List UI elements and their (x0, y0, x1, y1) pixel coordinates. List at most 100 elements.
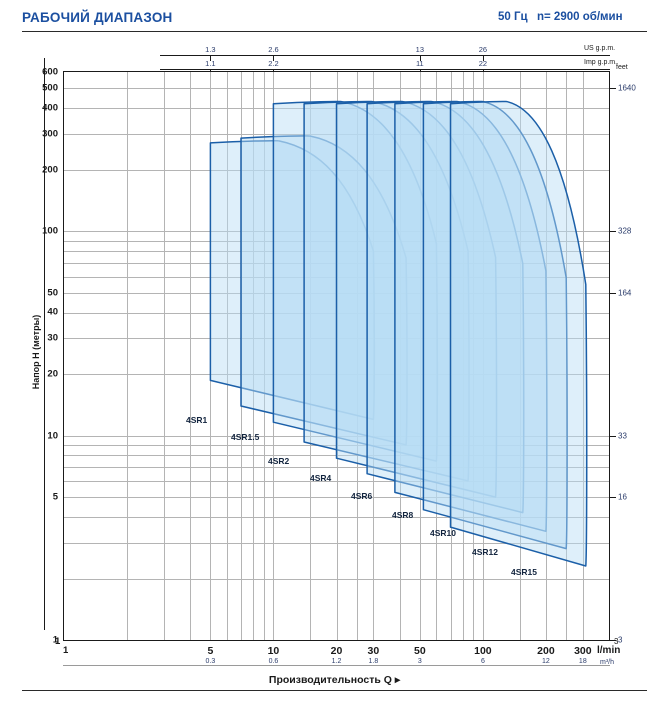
gridline-v (253, 72, 255, 640)
y-axis-tick-label: 200 (42, 164, 58, 176)
gridline-v (419, 72, 421, 640)
gridline-v (462, 72, 464, 640)
header-bar: РАБОЧИЙ ДИАПАЗОН 50 Гц n= 2900 об/мин (0, 0, 669, 34)
x-axis-tick-label: 20 (330, 645, 343, 657)
x-axis-min-label: 1 (63, 645, 69, 656)
right-axis-tick (610, 88, 616, 90)
y-axis-min-label: 1 (55, 636, 61, 647)
imp-gpm-unit-label: Imp g.p.m. (584, 59, 618, 66)
frequency-label: 50 Гц (498, 11, 528, 23)
gridline-v (127, 72, 129, 640)
gridline-v (190, 72, 192, 640)
right-axis-tick (610, 231, 616, 233)
top-axis-tick (419, 55, 421, 61)
x-axis-title-text: Производительность Q (268, 674, 392, 686)
y-axis-tick-label: 600 (42, 66, 58, 78)
curve-label-4sr6: 4SR6 (351, 491, 373, 501)
x-axis-sub-unit-label: m³/h (600, 659, 614, 666)
x-axis-title: Производительность Q ▸ (0, 674, 669, 686)
speed-label: n= 2900 об/мин (537, 11, 623, 23)
us-gpm-unit-label: US g.p.m. (584, 45, 616, 52)
performance-curves (209, 100, 588, 567)
right-axis-tick (610, 497, 616, 499)
top-axis-tick-label: 22 (478, 59, 488, 68)
us-gpm-axis-line (160, 55, 610, 56)
curve-label-4sr1-5: 4SR1.5 (231, 432, 260, 442)
y-axis-tick-label: 10 (47, 430, 58, 442)
top-axis-tick-label: 13 (415, 45, 425, 54)
curve-label-4sr12: 4SR12 (472, 547, 498, 557)
right-axis-tick-label: 1640 (618, 83, 636, 93)
curve-label-4sr2: 4SR2 (268, 456, 290, 466)
gridline-v (519, 72, 521, 640)
top-axis-tick-label: 26 (478, 45, 488, 54)
right-axis-tick (610, 435, 616, 437)
arrow-icon: ▸ (394, 674, 401, 686)
header-divider (22, 31, 647, 32)
y-axis-tick-label: 300 (42, 128, 58, 140)
y-axis-tick-label: 1 (52, 634, 58, 646)
y-axis-tick-label: 30 (47, 332, 58, 344)
y-axis-title-wrap: Напор H (метры) (28, 280, 44, 430)
right-axis-tick (610, 640, 616, 641)
right-axis-tick-label: 16 (618, 492, 627, 502)
top-axis-tick-label: 11 (415, 59, 424, 68)
x-axis-tick-label: 5 (207, 645, 214, 657)
x-axis-sub-rule (63, 665, 610, 666)
y-axis-title-rule (44, 58, 45, 630)
y-axis-tick-label: 400 (42, 102, 58, 114)
y-axis-tick-label: 40 (47, 306, 58, 318)
right-axis-tick-label: 164 (618, 288, 632, 298)
x-axis-tick-label: 50 (414, 645, 426, 657)
y-axis-tick-label: 50 (47, 287, 58, 299)
top-axis-tick (210, 55, 212, 61)
y-axis-tick-label: 500 (42, 82, 58, 94)
plot-clip (64, 72, 609, 640)
curve-label-4sr10: 4SR10 (430, 528, 456, 538)
gridline-v (473, 72, 475, 640)
x-axis-sub-tick-label: 1.8 (368, 658, 379, 665)
right-axis-tick-label: 328 (618, 226, 632, 236)
gridline-v (310, 72, 312, 640)
curve-label-4sr15: 4SR15 (511, 567, 537, 577)
page-title: РАБОЧИЙ ДИАПАЗОН (22, 10, 173, 25)
pump-curve-4sr1 (209, 139, 376, 421)
x-axis-sub-tick-label: 18 (578, 658, 587, 665)
curve-label-4sr4: 4SR4 (310, 473, 332, 483)
x-axis-sub-tick-label: 1.2 (331, 658, 342, 665)
y-axis-title: Напор H (метры) (31, 314, 41, 390)
x-axis-tick-label: 100 (474, 645, 492, 657)
gridline-v (163, 72, 165, 640)
feet-unit-label: feet (616, 64, 628, 71)
x-axis-sub-tick-label: 3 (417, 658, 422, 665)
x-axis-tick-label: 10 (267, 645, 280, 657)
x-axis-unit-label: l/min (597, 645, 621, 656)
gridline-v (263, 72, 265, 640)
top-axis-tick-label: 1.1 (205, 59, 216, 68)
x-axis-tick-label: 300 (574, 645, 592, 657)
y-axis-tick-label: 5 (52, 491, 58, 503)
gridline-v (356, 72, 358, 640)
top-axis-tick-label: 2.6 (268, 45, 279, 54)
x-axis-title-rule (22, 690, 647, 691)
right-axis-tick-label: 3 (618, 635, 623, 645)
curve-label-4sr1: 4SR1 (186, 415, 208, 425)
gridline-v (482, 72, 484, 640)
right-axis-min-label: 3 (614, 637, 619, 646)
top-axis-tick (273, 55, 275, 61)
right-axis-tick-label: 33 (618, 431, 627, 441)
curve-label-4sr8: 4SR8 (392, 510, 414, 520)
y-axis-tick-label: 100 (42, 225, 58, 237)
x-axis-sub-tick-label: 0.6 (268, 658, 279, 665)
imp-gpm-axis-line (160, 69, 610, 70)
x-axis-tick-label: 200 (537, 645, 555, 657)
top-axis-tick-label: 1.3 (205, 45, 216, 54)
y-axis-tick-label: 20 (47, 368, 58, 380)
gridline-v (399, 72, 401, 640)
x-axis-sub-tick-label: 12 (542, 658, 550, 665)
x-axis-sub-tick-label: 6 (480, 658, 485, 665)
right-axis-tick (610, 292, 616, 294)
gridline-v (227, 72, 228, 640)
top-axis-tick-label: 2.2 (268, 59, 279, 68)
chart-plot-area (63, 71, 610, 641)
